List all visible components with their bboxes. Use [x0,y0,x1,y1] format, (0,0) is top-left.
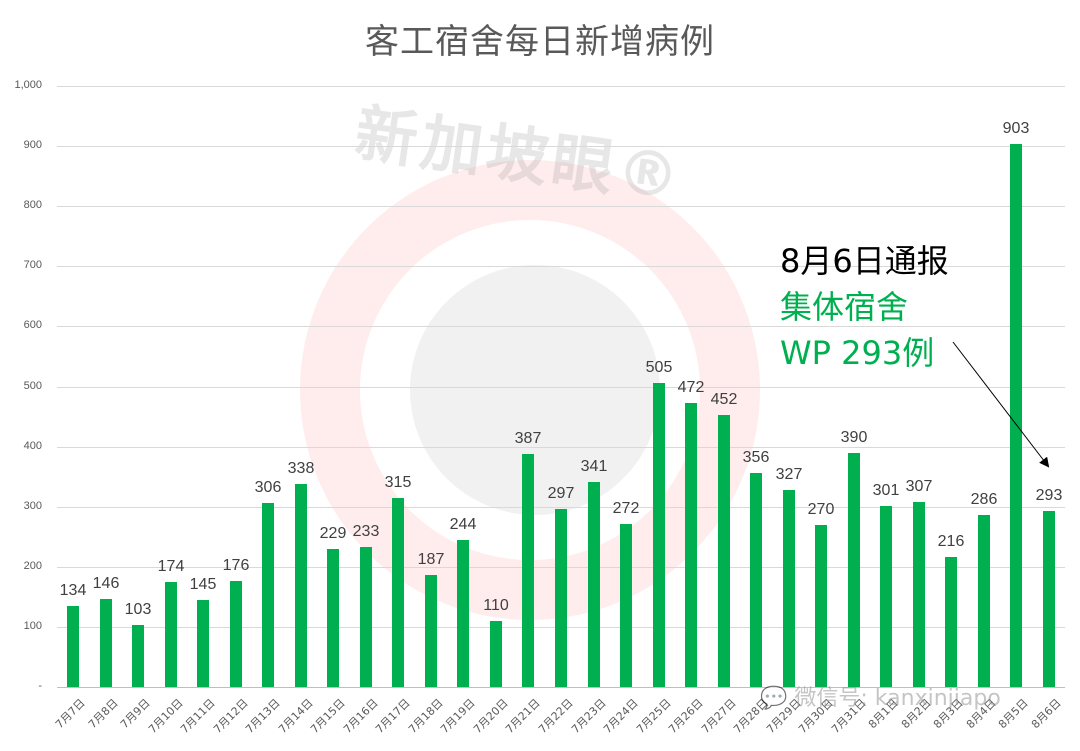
gridline [57,86,1065,87]
gridline [57,326,1065,327]
bar-value-label: 327 [775,466,803,483]
watermark-logo-inner [410,265,660,515]
bar-value-label: 134 [59,582,87,599]
bar [750,473,762,687]
bar [490,621,502,687]
bar [620,524,632,687]
y-tick-label: 200 [23,560,42,572]
y-tick-label: 700 [23,259,42,271]
bar-value-label: 286 [970,491,998,508]
bar [457,540,469,687]
gridline [57,266,1065,267]
bar [555,509,567,687]
gridline [57,387,1065,388]
y-tick-label: - [38,680,42,692]
bar [588,482,600,687]
gridline [57,146,1065,147]
bar-value-label: 145 [189,576,217,593]
bar-value-label: 452 [710,391,738,408]
bar [718,415,730,687]
bar [230,581,242,687]
bar [295,484,307,687]
bar [815,525,827,687]
bar-value-label: 390 [840,429,868,446]
bar-value-label: 174 [157,558,185,575]
y-tick-label: 100 [23,620,42,632]
bar-value-label: 387 [514,430,542,447]
bar-value-label: 356 [742,449,770,466]
bar [945,557,957,687]
annotation-line-2: 集体宿舍 [780,288,909,326]
y-tick-label: 800 [23,199,42,211]
y-tick-label: 500 [23,380,42,392]
gridline [57,206,1065,207]
bar [67,606,79,687]
bar-value-label: 315 [384,474,412,491]
bar-value-label: 472 [677,379,705,396]
wechat-icon: 💬 [760,686,795,711]
bar [1043,511,1055,687]
bar [425,575,437,687]
bar [913,502,925,687]
bar-value-label: 244 [449,516,477,533]
bar [522,454,534,687]
gridline [57,447,1065,448]
gridline [57,507,1065,508]
bar-value-label: 338 [287,460,315,477]
bar [880,506,892,687]
bar-value-label: 297 [547,485,575,502]
bar-value-label: 272 [612,500,640,517]
bar [360,547,372,687]
bar-value-label: 187 [417,551,445,568]
x-axis-line [57,687,1065,688]
bar-value-label: 505 [645,359,673,376]
bar [848,453,860,687]
bar-value-label: 307 [905,478,933,495]
bar-value-label: 270 [807,501,835,518]
watermark-wechat-id: 💬 微信号: kanxinjiapo [760,686,1001,711]
bar [1010,144,1022,687]
bar [165,582,177,687]
bar [685,403,697,687]
bar-value-label: 341 [580,458,608,475]
annotation-line-1: 8月6日通报 [780,242,949,280]
bar-value-label: 176 [222,557,250,574]
bar-value-label: 233 [352,523,380,540]
bar [197,600,209,687]
bar [783,490,795,687]
y-tick-label: 1,000 [14,79,42,91]
y-tick-label: 300 [23,500,42,512]
bar-value-label: 301 [872,482,900,499]
bar-value-label: 103 [124,601,152,618]
bar-value-label: 229 [319,525,347,542]
bar-value-label: 306 [254,479,282,496]
bar [100,599,112,687]
bar [978,515,990,687]
bar-value-label: 903 [1002,120,1030,137]
bar [653,383,665,687]
y-tick-label: 400 [23,440,42,452]
bar [392,498,404,687]
bar-value-label: 216 [937,533,965,550]
bar-value-label: 110 [483,597,509,614]
bar-value-label: 293 [1035,487,1063,504]
bar [327,549,339,687]
bar-value-label: 146 [92,575,120,592]
y-tick-label: 900 [23,139,42,151]
y-tick-label: 600 [23,319,42,331]
bar [132,625,144,687]
bar [262,503,274,687]
annotation-line-3: WP 293例 [780,334,935,372]
chart-title: 客工宿舍每日新增病例 [365,22,715,62]
